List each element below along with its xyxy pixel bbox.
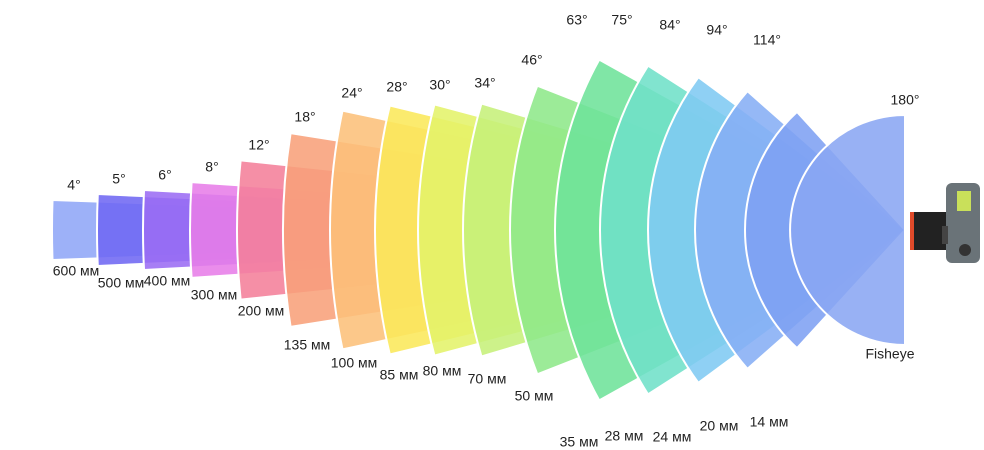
angle-label: 63°: [566, 12, 587, 28]
focal-label: 100 мм: [331, 355, 378, 371]
angle-label: 30°: [429, 77, 450, 93]
sectors: [51, 58, 909, 402]
focal-label: 20 мм: [700, 418, 739, 434]
angle-label: 12°: [248, 137, 269, 153]
angle-label: 8°: [205, 159, 218, 175]
focal-label: 28 мм: [605, 428, 644, 444]
focal-label: Fisheye: [865, 346, 914, 362]
angle-label: 46°: [521, 52, 542, 68]
focal-label: 500 мм: [98, 275, 145, 291]
focal-label: 14 мм: [750, 414, 789, 430]
grip: [942, 226, 948, 244]
labels: 4° 600 мм 5° 500 мм 6° 400 мм 8° 300 мм 12° 200 м…: [53, 12, 920, 450]
angle-label: 5°: [112, 171, 125, 187]
angle-label: 24°: [341, 85, 362, 101]
focal-label: 50 мм: [515, 388, 554, 404]
angle-label: 94°: [706, 22, 727, 38]
camera-body: [946, 183, 980, 263]
camera-icon: [910, 183, 980, 263]
angle-label: 180°: [891, 92, 920, 108]
focal-label: 135 мм: [284, 337, 331, 353]
focal-label: 400 мм: [144, 273, 191, 289]
focal-label: 70 мм: [468, 371, 507, 387]
focal-label: 600 мм: [53, 263, 100, 279]
screen: [957, 191, 971, 211]
angle-label: 4°: [67, 177, 80, 193]
focal-label: 300 мм: [191, 287, 238, 303]
angle-label: 34°: [474, 75, 495, 91]
focal-label: 85 мм: [380, 367, 419, 383]
angle-label: 28°: [386, 79, 407, 95]
focal-label: 80 мм: [423, 363, 462, 379]
lens-ring: [910, 212, 914, 250]
angle-label: 84°: [659, 17, 680, 33]
angle-label: 18°: [294, 109, 315, 125]
angle-label: 75°: [611, 12, 632, 28]
angle-label: 6°: [158, 167, 171, 183]
sector: [789, 113, 906, 347]
dial: [959, 244, 971, 256]
focal-label: 200 мм: [238, 303, 285, 319]
focal-label: 24 мм: [653, 429, 692, 445]
angle-label: 114°: [753, 32, 781, 48]
focal-label: 35 мм: [560, 434, 599, 450]
